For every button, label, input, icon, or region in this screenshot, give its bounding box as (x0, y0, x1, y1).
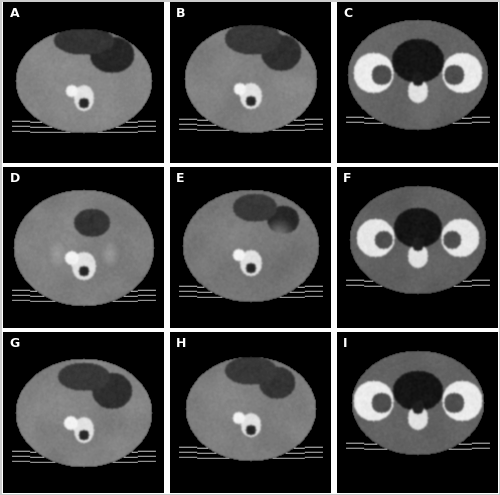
Text: D: D (10, 172, 20, 185)
Text: I: I (343, 337, 347, 350)
Text: H: H (176, 337, 186, 350)
Text: E: E (176, 172, 185, 185)
Text: C: C (343, 7, 352, 20)
Text: F: F (343, 172, 351, 185)
Text: A: A (10, 7, 20, 20)
Text: B: B (176, 7, 186, 20)
Text: G: G (10, 337, 20, 350)
